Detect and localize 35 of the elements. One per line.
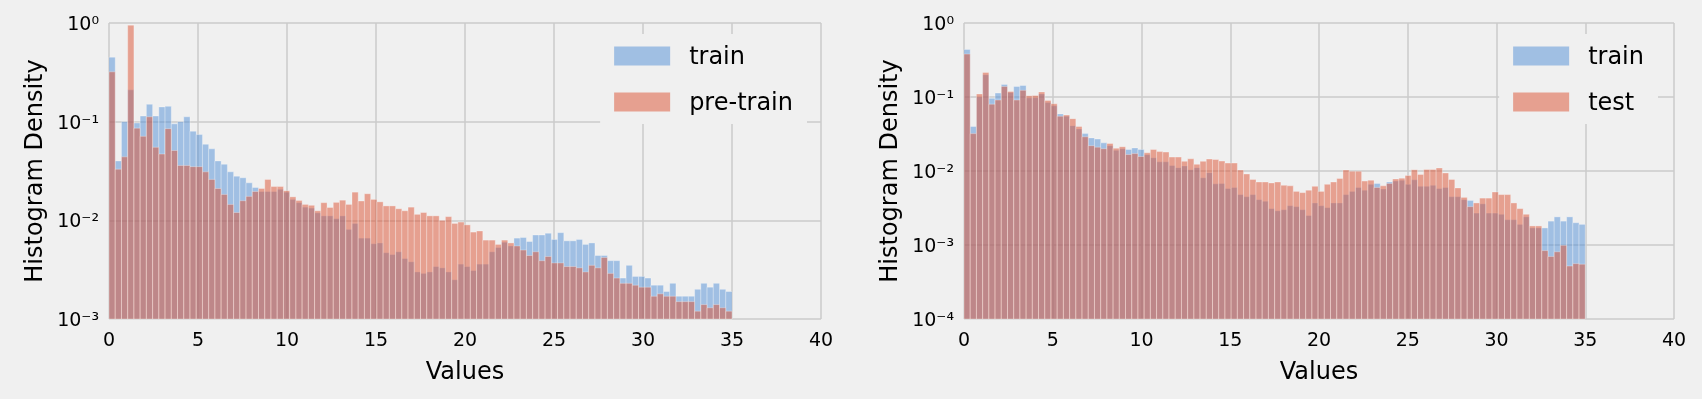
y-tick-label: 10⁻²	[57, 209, 99, 232]
y-tick-label: 10⁻¹	[57, 110, 99, 133]
legend-label: train	[689, 42, 746, 70]
y-tick-label: 10⁻³	[912, 234, 954, 256]
x-tick-label: 5	[191, 327, 205, 350]
x-tick-label: 40	[808, 327, 834, 350]
y-tick-label: 10⁻¹	[912, 86, 954, 108]
x-tick-label: 15	[1218, 327, 1243, 350]
x-tick-label: 25	[1395, 327, 1420, 350]
legend-label: pre-train	[689, 88, 794, 116]
y-tick-label: 10⁻³	[57, 308, 99, 330]
y-tick-label: 10⁻⁴	[912, 308, 955, 330]
y-tick-label: 10⁻²	[912, 160, 954, 182]
x-tick-label: 20	[452, 327, 478, 350]
x-tick-label: 35	[1573, 327, 1598, 350]
x-tick-label: 10	[274, 327, 300, 350]
y-tick-label: 10⁰	[922, 12, 954, 34]
x-tick-label: 0	[102, 327, 116, 350]
x-tick-label: 25	[541, 327, 567, 350]
x-tick-label: 35	[719, 327, 745, 350]
x-tick-label: 40	[1661, 327, 1687, 350]
y-axis-title: Histogram Density	[20, 59, 49, 283]
legend-label: test	[1588, 88, 1635, 116]
x-tick-label: 20	[1306, 327, 1332, 350]
x-axis-title: Values	[1279, 357, 1359, 385]
x-axis-title: Values	[425, 357, 505, 385]
y-tick-label: 10⁰	[67, 12, 99, 34]
x-tick-label: 5	[1046, 327, 1059, 350]
x-tick-label: 0	[957, 327, 971, 350]
legend-label: train	[1588, 42, 1645, 70]
x-tick-label: 30	[630, 327, 656, 350]
y-axis-title: Histogram Density	[875, 59, 904, 283]
x-tick-label: 10	[1129, 327, 1154, 350]
x-tick-label: 15	[363, 327, 389, 350]
x-tick-label: 30	[1484, 327, 1509, 350]
